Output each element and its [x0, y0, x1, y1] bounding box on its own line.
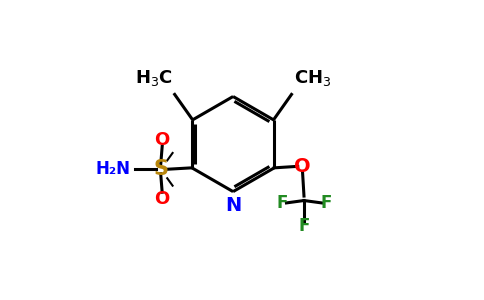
Text: O: O: [154, 130, 170, 148]
Text: F: F: [320, 194, 332, 212]
Text: H$_3$C: H$_3$C: [135, 68, 173, 88]
Text: S: S: [153, 159, 168, 179]
Text: H₂N: H₂N: [96, 160, 131, 178]
Text: O: O: [294, 157, 311, 176]
Text: F: F: [276, 194, 287, 212]
Text: CH$_3$: CH$_3$: [294, 68, 331, 88]
Text: O: O: [154, 190, 170, 208]
Text: N: N: [225, 196, 241, 215]
Text: F: F: [298, 217, 310, 235]
